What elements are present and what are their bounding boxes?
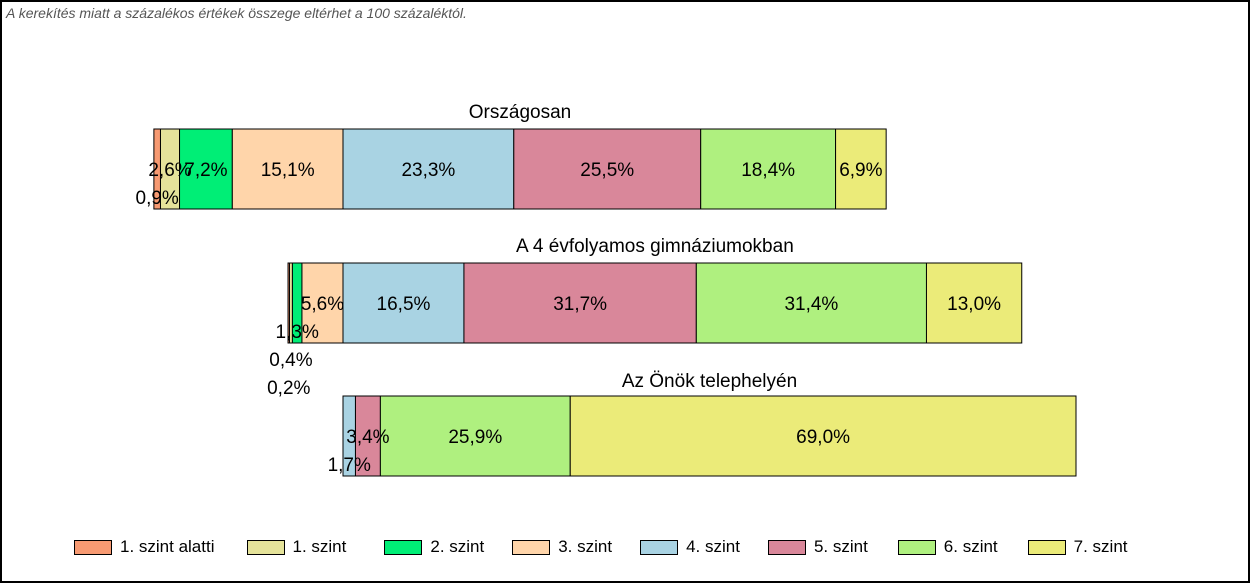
legend-item: 7. szint [1027, 537, 1128, 557]
legend-item: 6. szint [897, 537, 998, 557]
bar-segment [301, 262, 344, 344]
bar-segment [342, 128, 515, 210]
legend-swatch [512, 539, 551, 555]
bar-segment [925, 262, 1023, 344]
data-label: 0,9% [136, 188, 179, 209]
bar-segment [463, 262, 697, 344]
bar-segment [379, 395, 571, 477]
rounding-note: A kerekítés miatt a százalékos értékek ö… [6, 5, 467, 21]
legend-item: 5. szint [767, 537, 868, 557]
legend-item: 4. szint [640, 537, 740, 557]
data-label: 13,0% [947, 294, 1001, 315]
legend-item: 3. szint [512, 537, 612, 557]
data-label: 1,3% [276, 322, 319, 343]
data-label: 69,0% [796, 427, 850, 448]
legend-item: 1. szint [246, 537, 347, 557]
legend-label: 2. szint [430, 537, 485, 556]
series-title: A 4 évfolyamos gimnáziumokban [516, 236, 794, 257]
bar-segment [569, 395, 1077, 477]
data-label: 15,1% [261, 160, 315, 181]
legend-label: 6. szint [943, 537, 998, 556]
legend: 1. szint alatti 1. szint 2. szint 3. szint 4… [74, 537, 1128, 557]
legend-label: 5. szint [813, 537, 868, 556]
legend-swatch [640, 539, 679, 555]
legend-swatch [74, 539, 112, 555]
legend-swatch [384, 539, 423, 555]
data-label: 16,5% [377, 294, 431, 315]
data-label: 25,5% [580, 160, 634, 181]
bar-segment [231, 128, 344, 210]
legend-swatch [767, 539, 806, 555]
series-title: Az Önök telephelyén [622, 371, 797, 392]
data-label: 2,6% [148, 160, 191, 181]
legend-label: 7. szint [1073, 537, 1128, 556]
bar-segment [354, 395, 381, 477]
bar-segment [835, 128, 887, 210]
legend-label: 1. szint alatti [120, 537, 215, 556]
data-label: 18,4% [741, 160, 795, 181]
legend-label: 4. szint [686, 537, 740, 556]
data-label: 5,6% [301, 294, 344, 315]
data-label: 25,9% [448, 427, 502, 448]
bar-segment [695, 262, 927, 344]
data-label: 31,7% [553, 294, 607, 315]
bar-segment [179, 128, 233, 210]
data-label: 23,3% [401, 160, 455, 181]
legend-label: 3. szint [558, 537, 613, 556]
legend-label: 1. szint [292, 537, 347, 556]
data-label: 0,4% [269, 350, 312, 371]
legend-item: 1. szint alatti [74, 537, 215, 557]
series-title: Országosan [469, 102, 571, 123]
data-label: 6,9% [839, 160, 882, 181]
legend-item: 2. szint [384, 537, 484, 557]
data-label: 1,7% [328, 455, 371, 476]
data-label: 0,2% [267, 378, 310, 399]
data-label: 7,2% [184, 160, 227, 181]
legend-swatch [1027, 539, 1066, 555]
data-label: 3,4% [346, 427, 389, 448]
data-label: 31,4% [784, 294, 838, 315]
legend-swatch [897, 539, 936, 555]
legend-swatch [246, 539, 285, 555]
